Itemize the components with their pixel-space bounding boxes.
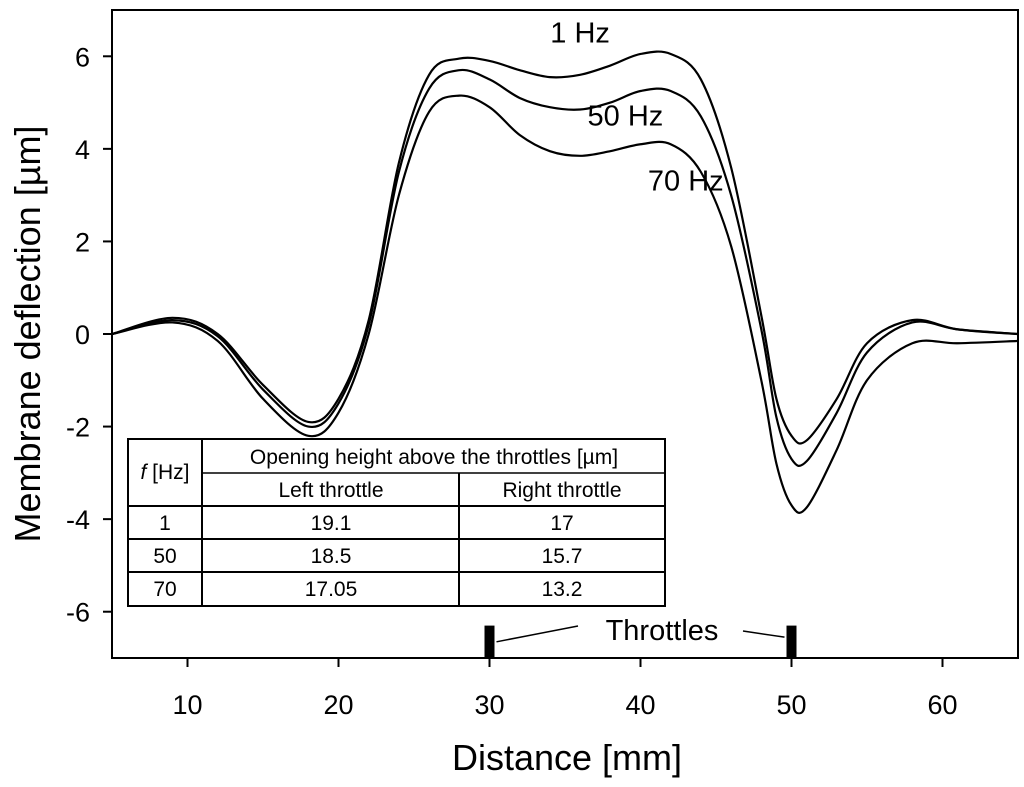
- y-tick-label: 2: [75, 227, 90, 257]
- table-header-f-symbol: f: [140, 461, 148, 484]
- table-header-right: Right throttle: [502, 479, 621, 502]
- table-header-f-unit: [Hz]: [146, 461, 189, 484]
- table-group-header: Opening height above the throttles [µm]: [250, 446, 618, 469]
- opening-height-table: f [Hz] Opening height above the throttle…: [127, 438, 666, 607]
- series-label: 1 Hz: [550, 17, 610, 49]
- y-tick-label: 4: [75, 135, 90, 165]
- x-tick-label: 30: [474, 690, 504, 720]
- table-cell: 19.1: [311, 512, 352, 535]
- x-tick-label: 40: [625, 690, 655, 720]
- table-cell: 17: [550, 512, 573, 535]
- x-tick-label: 20: [323, 690, 353, 720]
- series-label: 70 Hz: [648, 166, 724, 198]
- x-tick-label: 10: [172, 690, 202, 720]
- table-cell: 18.5: [311, 545, 352, 568]
- series-label: 50 Hz: [588, 101, 664, 133]
- y-tick-label: 6: [75, 42, 90, 72]
- y-tick-label: -6: [66, 598, 90, 628]
- table-header-f: f [Hz]: [140, 461, 189, 484]
- throttle-leader-left: [496, 625, 579, 643]
- table-cell: 1: [159, 512, 171, 535]
- series-labels: 1 Hz 50 Hz 70 Hz: [550, 17, 723, 197]
- series-line-1-hz: [111, 50, 1019, 445]
- y-axis-title: Membrane deflection [µm]: [7, 126, 48, 543]
- table-cell: 17.05: [305, 578, 358, 601]
- y-tick-label: -2: [66, 413, 90, 443]
- table-cell: 13.2: [542, 578, 583, 601]
- y-tick-label: 0: [75, 320, 90, 350]
- throttle-leader-right: [742, 630, 785, 638]
- curves: [111, 50, 1019, 514]
- x-tick-label: 60: [927, 690, 957, 720]
- throttle-marker-left: [484, 625, 495, 658]
- table-cell: 70: [153, 578, 176, 601]
- throttles-annotation: Throttles: [484, 615, 797, 658]
- throttle-marker-right: [786, 625, 797, 658]
- y-tick-label: -4: [66, 505, 90, 535]
- x-tick-label: 50: [776, 690, 806, 720]
- x-axis-title: Distance [mm]: [452, 737, 682, 778]
- table-frame: [127, 438, 666, 607]
- throttles-label: Throttles: [606, 615, 719, 647]
- table-cell: 50: [153, 545, 176, 568]
- table-header-left: Left throttle: [278, 479, 383, 502]
- series-line-70-hz: [111, 94, 1019, 514]
- table-cell: 15.7: [542, 545, 583, 568]
- series-line-50-hz: [111, 68, 1019, 467]
